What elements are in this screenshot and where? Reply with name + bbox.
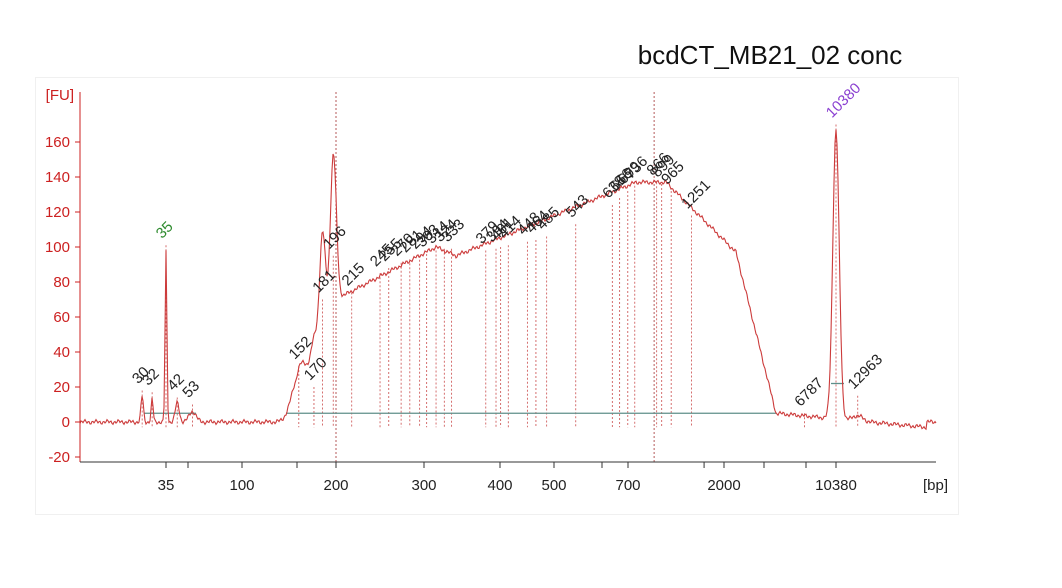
y-tick-label: 140 bbox=[45, 169, 70, 186]
peak-label: 170 bbox=[301, 354, 331, 384]
electropherogram-trace bbox=[79, 129, 937, 431]
peak-label: 1251 bbox=[678, 177, 714, 213]
y-tick-label: 80 bbox=[53, 274, 70, 291]
x-tick-label: 500 bbox=[541, 477, 566, 494]
y-axis-unit: [FU] bbox=[46, 87, 74, 104]
peak-label: 543 bbox=[563, 191, 593, 221]
y-tick-label: 100 bbox=[45, 239, 70, 256]
axes-group: -20 0 20 40 60 80 100 120 140 160 [FU] 35 100 200 300 4… bbox=[45, 87, 948, 494]
y-tick-label: 20 bbox=[53, 379, 70, 396]
peak-label-group: 3032354253152170181196215245255270281294… bbox=[129, 80, 886, 410]
x-tick-label: 100 bbox=[229, 477, 254, 494]
peak-label: 10380 bbox=[823, 80, 865, 122]
peak-label: 6787 bbox=[791, 374, 827, 410]
x-tick-label: 400 bbox=[487, 477, 512, 494]
y-tick-label: 120 bbox=[45, 204, 70, 221]
electropherogram-chart: -20 0 20 40 60 80 100 120 140 160 [FU] 35 100 200 300 4… bbox=[45, 80, 948, 494]
y-tick-label: 0 bbox=[62, 414, 70, 431]
x-tick-label: 10380 bbox=[815, 477, 857, 494]
electropherogram-panel: -20 0 20 40 60 80 100 120 140 160 [FU] 35 100 200 300 4… bbox=[36, 78, 958, 514]
x-axis-unit: [bp] bbox=[923, 477, 948, 494]
y-tick-label: -20 bbox=[48, 449, 70, 466]
peak-label: 12963 bbox=[845, 351, 887, 393]
x-tick-label: 2000 bbox=[707, 477, 740, 494]
peak-label: 152 bbox=[286, 333, 316, 363]
peak-label: 215 bbox=[339, 260, 369, 290]
peak-label: 181 bbox=[309, 267, 339, 297]
x-tick-label: 35 bbox=[158, 477, 175, 494]
x-tick-label: 700 bbox=[615, 477, 640, 494]
x-tick-label: 300 bbox=[411, 477, 436, 494]
y-tick-label: 160 bbox=[45, 134, 70, 151]
y-tick-label: 40 bbox=[53, 344, 70, 361]
peak-dropline-group bbox=[141, 124, 859, 428]
x-tick-label: 200 bbox=[323, 477, 348, 494]
region-markers bbox=[335, 92, 655, 462]
y-tick-label: 60 bbox=[53, 309, 70, 326]
baseline-group bbox=[144, 382, 844, 414]
chart-title: bcdCT_MB21_02 conc bbox=[637, 40, 903, 70]
peak-label: 35 bbox=[153, 218, 177, 242]
trace-group bbox=[79, 129, 937, 431]
